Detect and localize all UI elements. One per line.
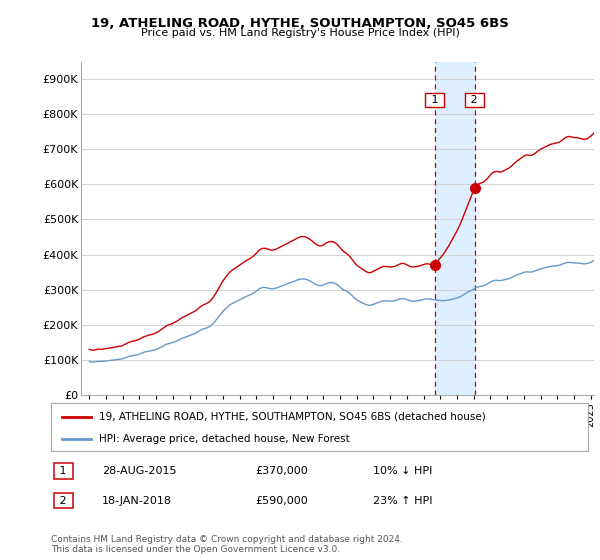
Text: Contains HM Land Registry data © Crown copyright and database right 2024.
This d: Contains HM Land Registry data © Crown c… xyxy=(51,535,403,554)
Text: £370,000: £370,000 xyxy=(255,466,308,476)
Bar xyxy=(434,62,475,395)
Text: Price paid vs. HM Land Registry's House Price Index (HPI): Price paid vs. HM Land Registry's House … xyxy=(140,28,460,38)
Text: 28-AUG-2015: 28-AUG-2015 xyxy=(102,466,176,476)
Text: 18-JAN-2018: 18-JAN-2018 xyxy=(102,496,172,506)
Text: 23% ↑ HPI: 23% ↑ HPI xyxy=(373,496,433,506)
Text: 2: 2 xyxy=(56,496,70,506)
Text: 2: 2 xyxy=(467,95,482,105)
Text: 1: 1 xyxy=(56,466,70,476)
Text: 10% ↓ HPI: 10% ↓ HPI xyxy=(373,466,433,476)
Text: £590,000: £590,000 xyxy=(255,496,308,506)
Text: 19, ATHELING ROAD, HYTHE, SOUTHAMPTON, SO45 6BS: 19, ATHELING ROAD, HYTHE, SOUTHAMPTON, S… xyxy=(91,17,509,30)
Text: HPI: Average price, detached house, New Forest: HPI: Average price, detached house, New … xyxy=(100,434,350,444)
Text: 19, ATHELING ROAD, HYTHE, SOUTHAMPTON, SO45 6BS (detached house): 19, ATHELING ROAD, HYTHE, SOUTHAMPTON, S… xyxy=(100,412,486,422)
Text: 1: 1 xyxy=(428,95,442,105)
